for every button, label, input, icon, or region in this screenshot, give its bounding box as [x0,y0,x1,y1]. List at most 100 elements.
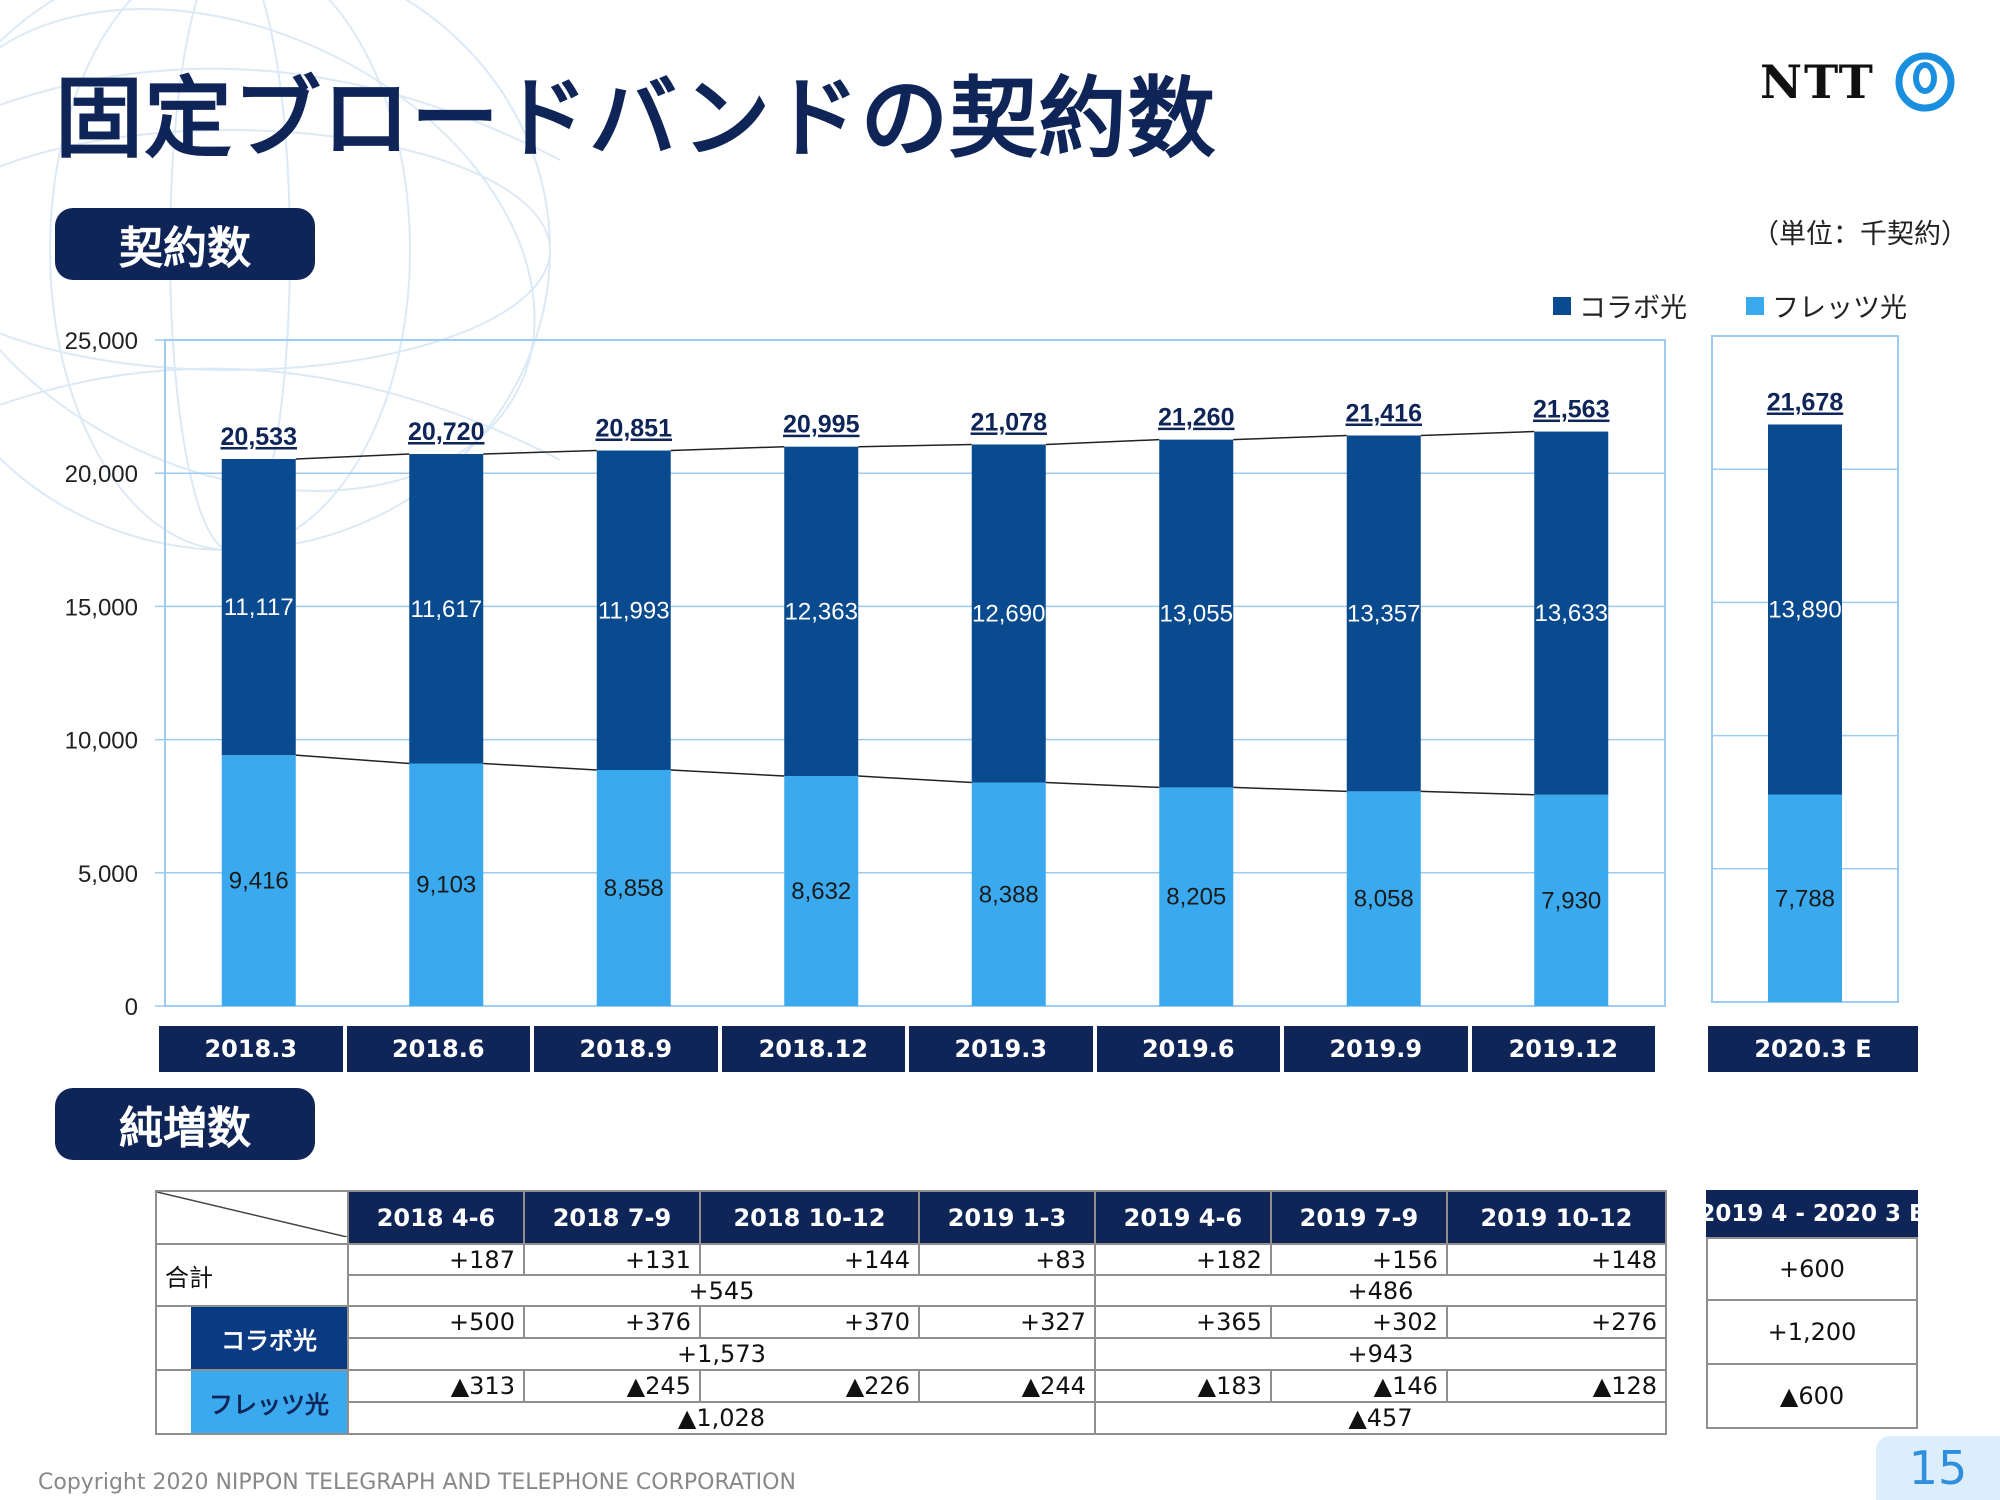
quarter-value: ▲128 [1445,1369,1668,1403]
data-label-collabo: 13,055 [1160,601,1233,628]
table-header-cell: 2019 7-9 [1269,1190,1448,1245]
table-row-total: 合計 +187 +131 +144 +83 +182 +156 +148 [155,1243,1668,1307]
bar-collabo [221,459,296,756]
trend-line-total [1045,438,1160,446]
corner-diagonal [156,1191,348,1238]
data-label-total: 21,260 [1158,404,1234,432]
data-label-flets: 8,388 [979,881,1039,908]
forecast-label-total: 21,678 [1767,388,1844,416]
y-tick-label: 15,000 [65,594,138,621]
bar-flets [784,776,859,1006]
quarter-value: +302 [1269,1305,1448,1339]
table-corner-cell [155,1190,349,1245]
quarter-value: ▲183 [1093,1369,1272,1403]
quarter-value: +276 [1445,1305,1668,1339]
y-tick-label: 5,000 [78,861,138,888]
quarter-value: +500 [347,1305,525,1339]
stacked-bar-chart: 0 5,000 10,000 15,000 20,000 25,000 9,416 11,11… [65,328,1899,1020]
data-label-flets: 8,858 [604,875,664,902]
quarter-value: ▲226 [698,1369,920,1403]
quarter-value: +148 [1445,1243,1668,1276]
trend-line-flets [1233,786,1347,793]
section-net-increase-label: 純増数 [55,1088,315,1160]
quarter-value: +156 [1269,1243,1448,1276]
trend-line-flets [858,775,972,784]
data-label-total: 20,533 [221,423,297,451]
x-axis-label: 2018.12 [721,1026,905,1072]
quarter-value: ▲244 [917,1369,1096,1403]
row-label-flets: フレッツ光 [191,1371,347,1433]
x-axis-label: 2019.3 [909,1026,1093,1072]
row-label-collabo-cell: コラボ光 [155,1305,349,1371]
section-contracts-label: 契約数 [55,208,315,280]
x-axis-label: 2019.12 [1471,1026,1655,1072]
table-header-cell: 2019 1-3 [917,1190,1096,1245]
y-tick-label: 0 [125,994,138,1020]
quarter-value: +187 [347,1243,525,1276]
ntt-logo-icon [1895,52,1955,112]
data-label-flets: 7,930 [1541,887,1601,914]
bar-collabo [1346,435,1421,792]
quarter-value: +131 [522,1243,701,1276]
legend-label-collabo: コラボ光 [1579,293,1687,324]
bar-flets [1159,787,1234,1006]
data-label-total: 21,078 [971,408,1048,436]
x-axis-label: 2019.6 [1096,1026,1280,1072]
ntt-logo: NTT [1760,52,1955,112]
trend-line-total [483,449,597,455]
bar-collabo [971,444,1046,783]
trend-line-flets [1045,781,1160,789]
data-label-flets: 9,103 [416,872,476,899]
fy-flets-value: ▲457 [1093,1401,1668,1435]
trend-line-total [1420,430,1535,437]
data-label-flets: 8,058 [1354,886,1414,913]
y-tick-label: 20,000 [65,461,138,488]
data-label-flets: 8,205 [1166,884,1226,911]
page-number: 15 [1876,1436,2000,1500]
y-tick-label: 10,000 [65,728,138,755]
table-header-cell: 2018 7-9 [522,1190,701,1245]
copyright-footer: Copyright 2020 NIPPON TELEGRAPH AND TELE… [38,1470,796,1495]
data-label-collabo: 12,363 [785,598,858,625]
bar-flets [221,755,296,1006]
forecast-label-collabo: 13,890 [1768,597,1841,624]
row-label-flets-cell: フレッツ光 [155,1369,349,1435]
page-title: 固定ブロードバンドの契約数 [55,67,1217,170]
forecast-header: 2019 4 - 2020 3 E [1699,1190,1925,1237]
data-label-collabo: 13,357 [1347,600,1420,627]
trend-line-total [1233,434,1347,441]
legend-label-flets: フレッツ光 [1772,293,1907,324]
legend-item-flets: フレッツ光 [1746,286,1907,325]
fy-total-value: +486 [1093,1274,1668,1307]
data-label-collabo: 13,633 [1535,600,1608,627]
x-axis-label: 2019.9 [1284,1026,1468,1072]
bar-collabo [596,450,671,771]
data-label-collabo: 11,993 [598,597,670,624]
fy-collabo-value: +943 [1093,1337,1668,1371]
bar-flets [971,782,1046,1006]
data-label-flets: 9,416 [229,868,289,895]
quarter-value: +365 [1093,1305,1272,1339]
trend-line-total [295,453,410,460]
fy-collabo-value: +1,573 [347,1337,1096,1371]
bar-flets [409,763,484,1006]
x-axis-label: 2018.9 [534,1026,718,1072]
row-label-total: 合計 [155,1243,349,1307]
x-axis-label: 2018.6 [346,1026,530,1072]
trend-line-total [670,445,785,452]
legend-item-collabo: コラボ光 [1553,286,1687,325]
data-label-total: 20,720 [408,418,484,446]
bar-flets [1346,791,1421,1006]
quarter-value: ▲146 [1269,1369,1448,1403]
forecast-label-flets: 7,788 [1775,885,1835,912]
table-row-collabo: コラボ光 +500 +376 +370 +327 +365 +302 +276 [155,1305,1668,1371]
trend-line-flets [295,754,410,765]
data-label-total: 20,995 [783,411,860,439]
plot-frame [164,339,1666,1007]
trend-line-flets [670,769,785,777]
bar-collabo [1159,439,1234,788]
quarter-value: +83 [917,1243,1096,1276]
logo-text: NTT [1760,55,1875,109]
quarter-value: +376 [522,1305,701,1339]
quarter-value: +370 [698,1305,920,1339]
